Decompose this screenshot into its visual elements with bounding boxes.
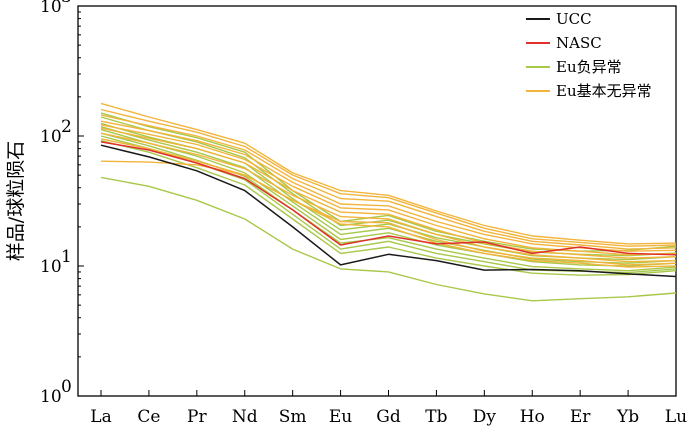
series-line-1: [100, 140, 677, 276]
legend-label: Eu负异常: [556, 58, 622, 76]
series-line-15: [100, 114, 677, 250]
x-tick-label: Gd: [376, 407, 401, 427]
series-line-14: [100, 120, 677, 252]
series-line-17: [100, 102, 677, 245]
x-tick-label: Lu: [665, 407, 687, 427]
series-line-9: [100, 160, 677, 268]
y-tick-exponent: 3: [61, 0, 72, 7]
legend-label: NASC: [556, 34, 602, 52]
x-tick-label: Eu: [329, 407, 352, 427]
y-tick-label: 10: [40, 387, 62, 407]
x-axis: La Ce Pr Nd Sm Eu Gd Tb Dy Ho Er Yb Lu: [90, 390, 687, 427]
series-line-0: [100, 176, 677, 302]
series-line-13: [100, 124, 677, 256]
series-line-18: [100, 144, 677, 278]
x-tick-label: Sm: [279, 407, 307, 427]
series-line-4: [100, 128, 677, 267]
legend: UCC NASC Eu负异常 Eu基本无异常: [526, 10, 652, 100]
y-tick-exponent: 1: [61, 247, 72, 267]
y-tick-exponent: 2: [61, 117, 72, 137]
y-tick-label: 10: [40, 127, 62, 147]
y-axis: 100101102103: [40, 0, 84, 407]
plot-frame: [77, 5, 677, 397]
series-line-3: [100, 132, 677, 272]
series-lines: [100, 102, 677, 302]
x-tick-label: Ce: [137, 407, 160, 427]
x-tick-label: La: [90, 407, 111, 427]
x-tick-label: Er: [570, 407, 591, 427]
x-tick-label: Nd: [232, 407, 258, 427]
series-line-16: [100, 108, 677, 247]
legend-label: Eu基本无异常: [556, 82, 652, 100]
y-axis-title: 样品/球粒陨石: [5, 141, 27, 261]
x-tick-label: Tb: [425, 407, 447, 427]
x-tick-label: Ho: [520, 407, 545, 427]
series-line-6: [100, 122, 677, 261]
x-tick-label: Yb: [616, 407, 639, 427]
series-line-10: [100, 138, 677, 266]
series-line-19: [100, 141, 677, 256]
y-tick-label: 10: [40, 257, 62, 277]
series-line-5: [100, 126, 677, 264]
y-tick-label: 10: [40, 0, 62, 17]
y-tick-exponent: 0: [61, 377, 72, 397]
series-line-11: [100, 132, 677, 263]
series-line-7: [100, 116, 677, 257]
x-tick-label: Pr: [187, 407, 207, 427]
legend-label: UCC: [556, 10, 592, 28]
series-line-12: [100, 127, 677, 259]
x-tick-label: Dy: [473, 407, 497, 427]
